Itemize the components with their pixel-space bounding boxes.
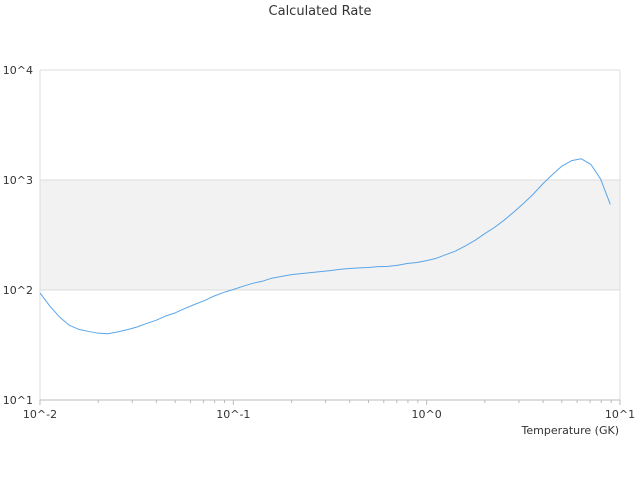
shaded-band xyxy=(40,180,620,290)
x-axis-label: Temperature (GK) xyxy=(521,424,620,437)
x-tick-label: 10^1 xyxy=(605,408,635,421)
rate-series-line xyxy=(39,158,611,335)
x-tick-label: 10^-1 xyxy=(216,408,250,421)
x-tick-label: 10^0 xyxy=(412,408,442,421)
y-tick-label: 10^1 xyxy=(3,394,33,407)
y-tick-label: 10^4 xyxy=(3,64,33,77)
chart-title: Calculated Rate xyxy=(268,4,372,19)
y-tick-label: 10^2 xyxy=(3,284,33,297)
y-tick-label: 10^3 xyxy=(3,174,33,187)
x-tick-label: 10^-2 xyxy=(23,408,57,421)
